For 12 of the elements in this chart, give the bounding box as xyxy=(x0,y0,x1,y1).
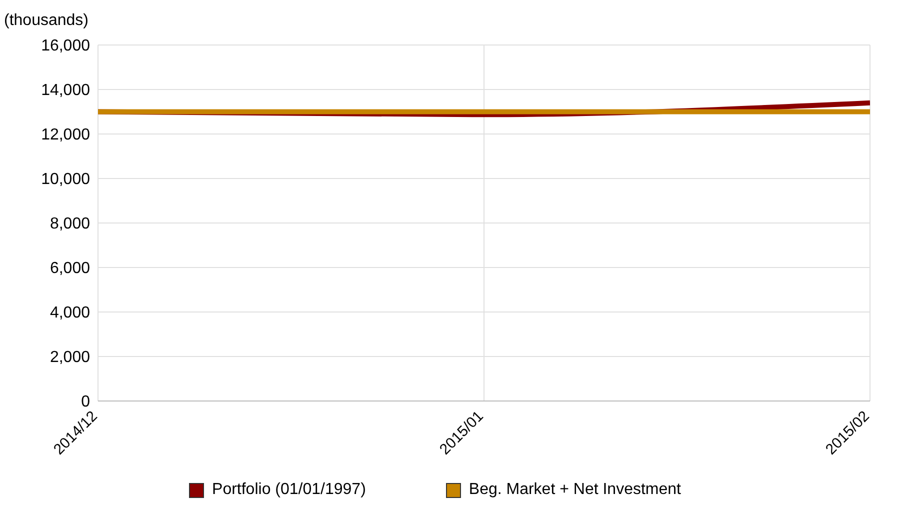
y-tick-label: 6,000 xyxy=(50,260,90,278)
y-tick-label: 8,000 xyxy=(50,216,90,233)
y-tick-label: 4,000 xyxy=(50,304,90,322)
y-tick-label: 10,000 xyxy=(41,171,90,188)
legend-label: Portfolio (01/01/1997) xyxy=(212,481,366,499)
y-tick-label: 2,000 xyxy=(50,349,90,366)
y-axis-title: (thousands) xyxy=(4,12,88,30)
y-tick-label: 16,000 xyxy=(41,38,90,55)
y-tick-label: 14,000 xyxy=(41,82,90,100)
legend-label: Beg. Market + Net Investment xyxy=(468,481,681,499)
y-tick-label: 12,000 xyxy=(41,126,90,144)
y-tick-label: 0 xyxy=(81,394,90,411)
